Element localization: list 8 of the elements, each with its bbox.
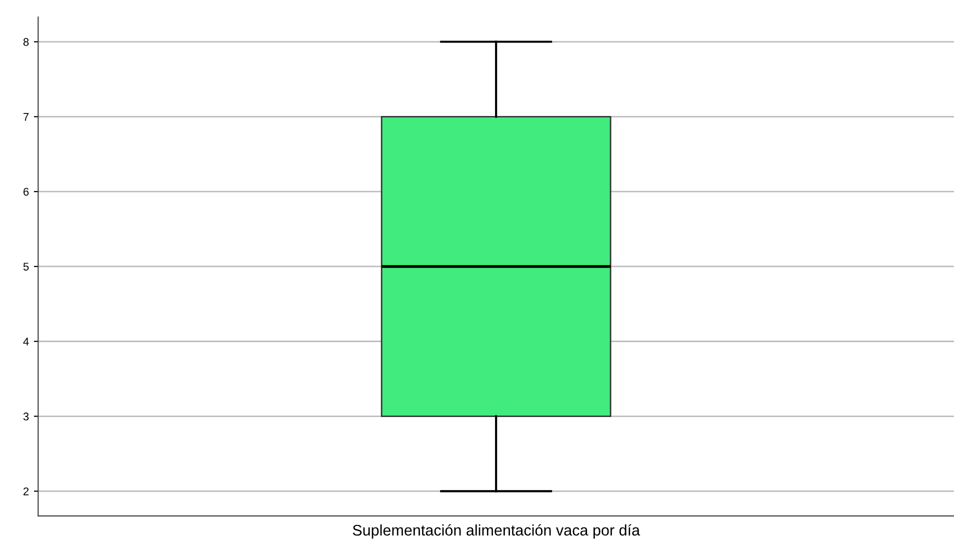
- y-tick-label: 4: [23, 338, 29, 346]
- y-tick-label: 6: [24, 188, 29, 196]
- y-tick-label: 8: [23, 38, 29, 46]
- x-tick-label: Suplementación alimentación vaca por día: [352, 524, 640, 539]
- y-tick-label: 3: [23, 412, 29, 420]
- y-tick-label: 5: [23, 262, 29, 271]
- y-tick-label: 2: [24, 487, 29, 496]
- y-tick-label: 7: [24, 113, 29, 121]
